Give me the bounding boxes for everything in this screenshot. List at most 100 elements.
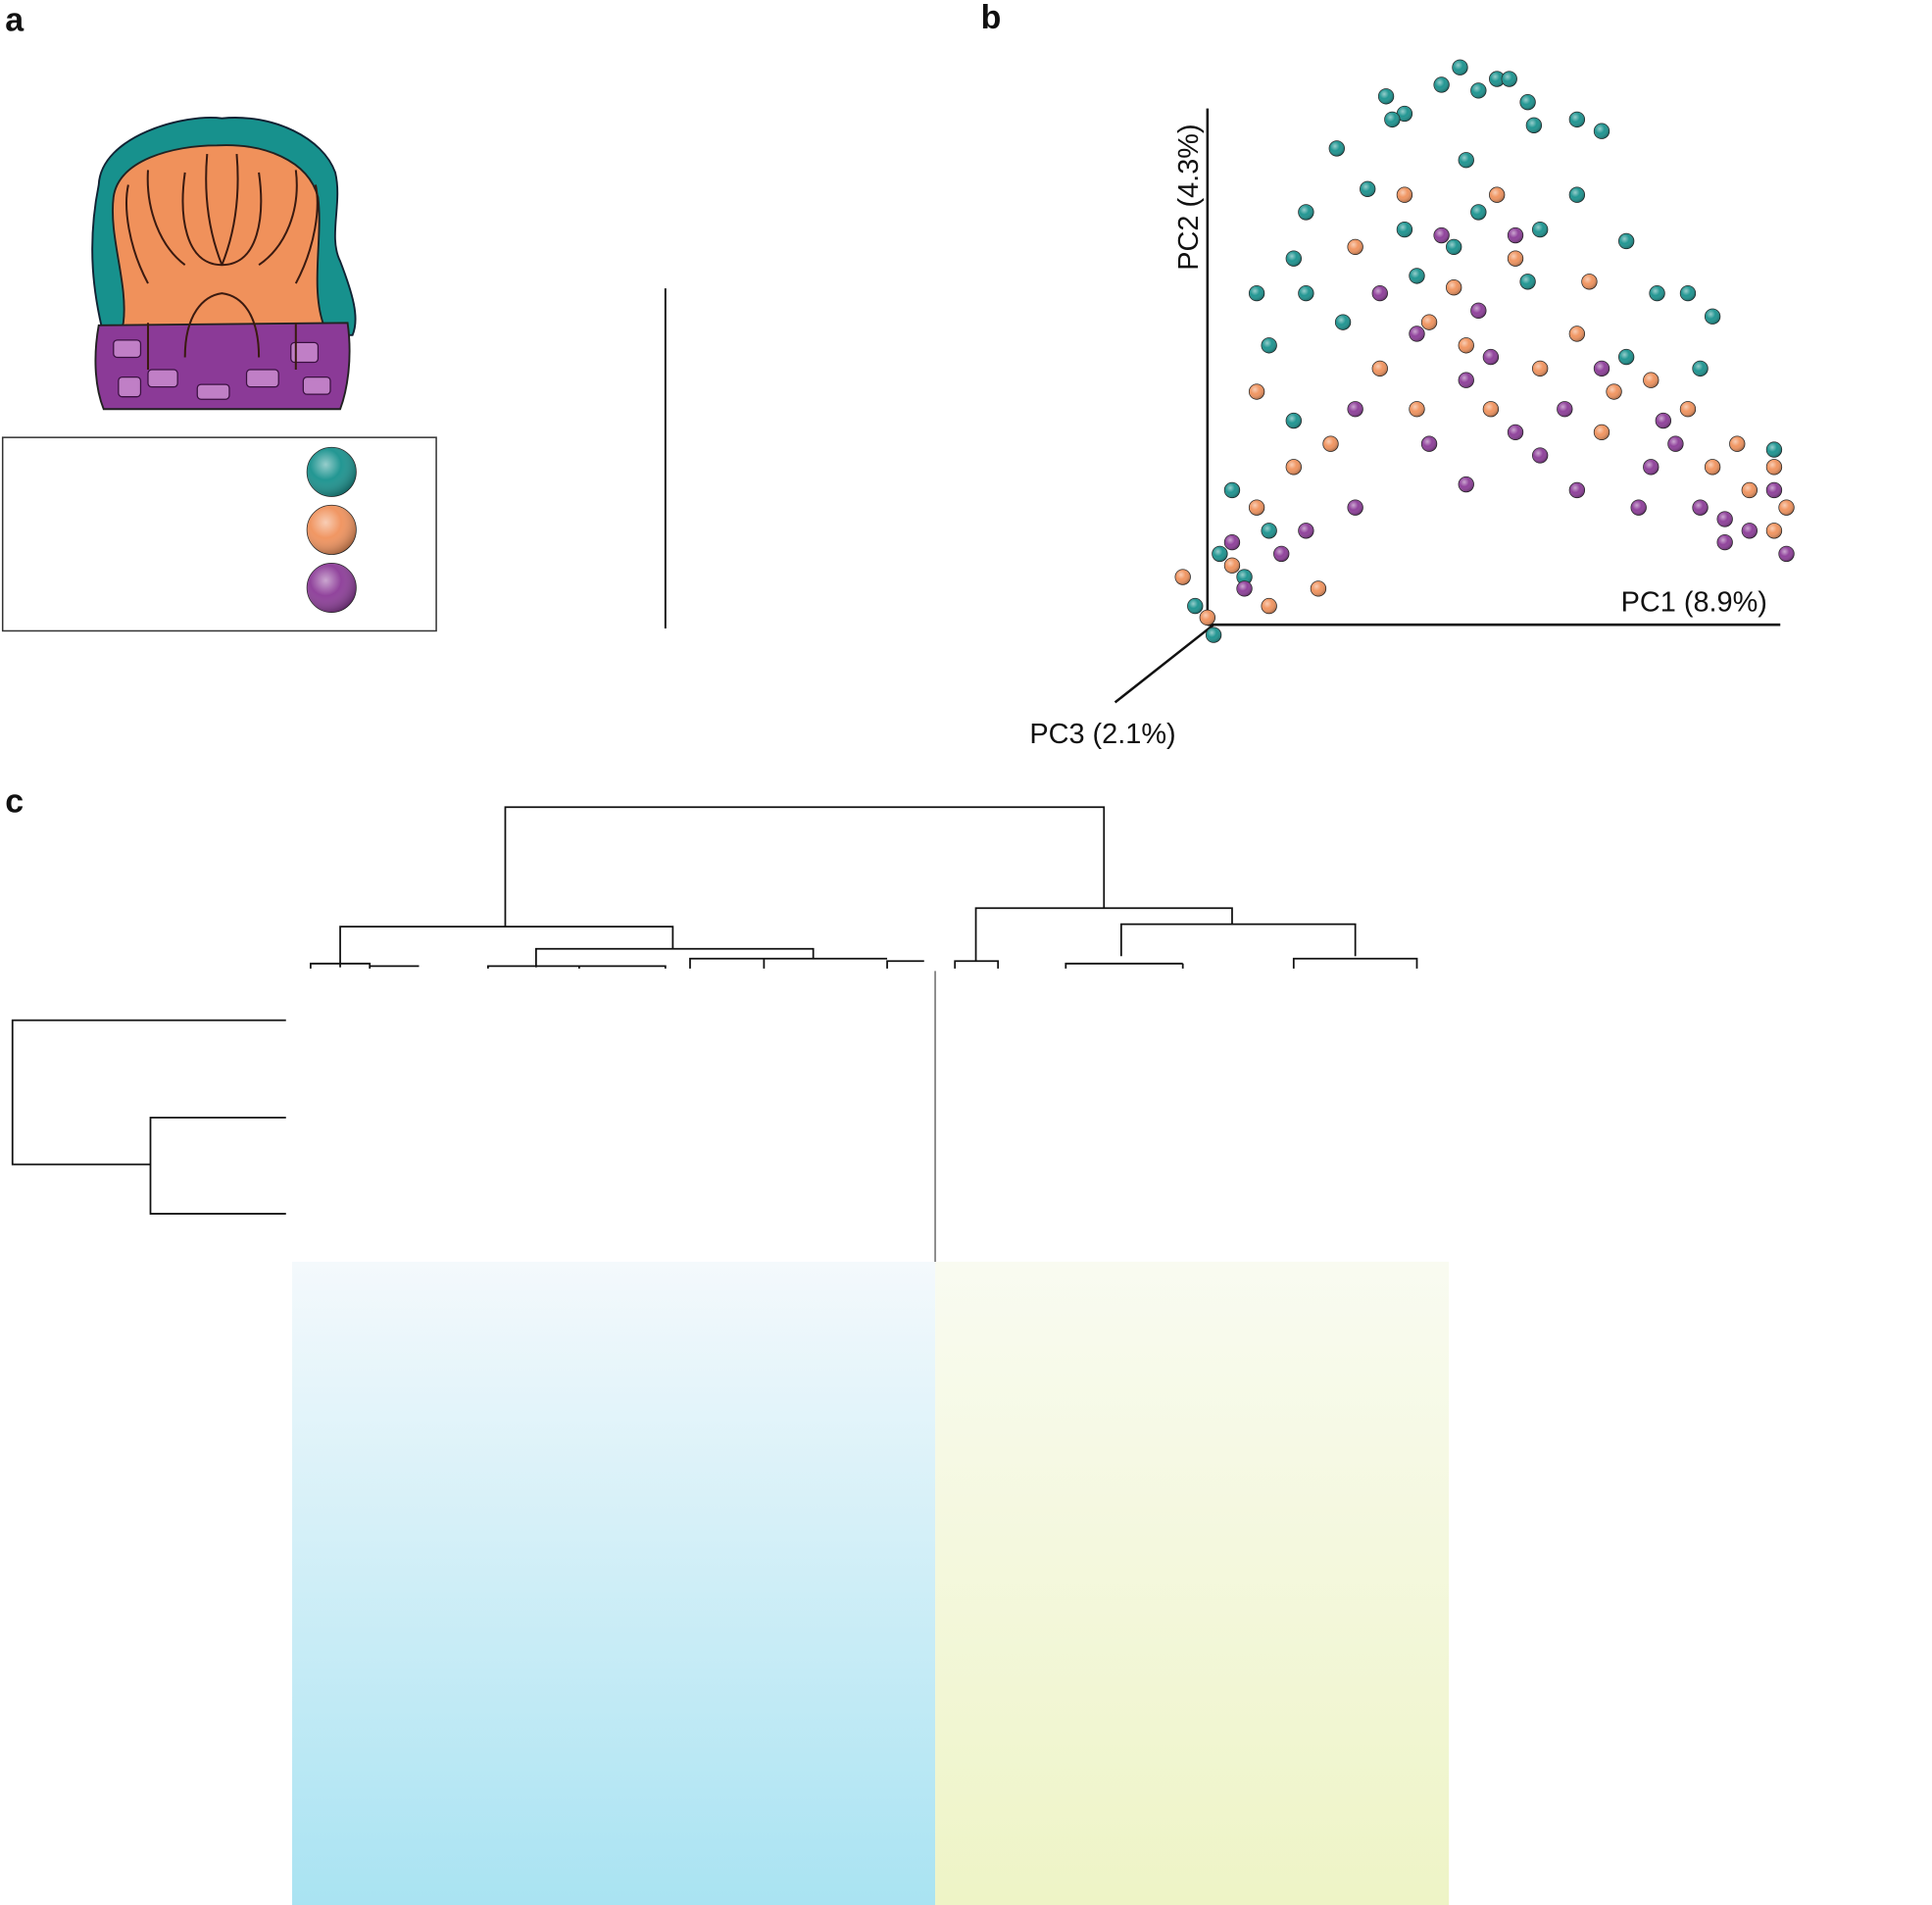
point xyxy=(1729,435,1746,452)
point xyxy=(1409,326,1425,342)
point xyxy=(1593,123,1610,139)
point xyxy=(1531,360,1549,377)
panel-label: a xyxy=(5,2,25,39)
point xyxy=(1223,481,1241,499)
point xyxy=(1377,88,1395,105)
point xyxy=(1261,523,1277,539)
point xyxy=(1692,360,1709,377)
point xyxy=(1360,180,1376,197)
point xyxy=(1617,232,1635,250)
coral-illustration xyxy=(91,117,357,411)
point xyxy=(1458,337,1474,354)
point xyxy=(1679,401,1697,418)
point xyxy=(1765,441,1783,458)
point xyxy=(1248,383,1265,400)
legend-box xyxy=(1,436,437,632)
dendrogram-top xyxy=(310,806,1418,969)
point xyxy=(1741,523,1758,539)
point xyxy=(1384,111,1401,128)
point xyxy=(1581,274,1598,290)
point xyxy=(1273,545,1290,563)
point xyxy=(1568,481,1586,499)
y-axis-label: PC2 (4.3%) xyxy=(1173,124,1205,270)
point xyxy=(1347,401,1363,418)
point xyxy=(1489,186,1506,203)
point xyxy=(1765,481,1783,499)
point xyxy=(1446,238,1462,256)
point xyxy=(1409,401,1425,418)
point xyxy=(1692,499,1709,516)
point xyxy=(1519,94,1536,111)
scatter-3d: PC1 (8.9%) PC2 (4.3%) PC3 (2.1%) xyxy=(1029,59,1795,750)
x-axis-label: PC1 (8.9%) xyxy=(1621,586,1767,618)
point xyxy=(1420,435,1438,452)
point xyxy=(1261,337,1277,354)
group-background xyxy=(292,1261,936,1905)
point xyxy=(1643,372,1660,388)
legend-sphere xyxy=(306,446,357,497)
point xyxy=(1568,186,1586,203)
point xyxy=(1679,284,1697,302)
point xyxy=(1617,348,1635,366)
point xyxy=(1630,499,1647,516)
point xyxy=(1285,459,1302,476)
point xyxy=(1396,186,1413,203)
point xyxy=(1223,557,1241,574)
point xyxy=(1741,481,1758,499)
point xyxy=(1716,511,1733,527)
point xyxy=(1778,499,1795,516)
point xyxy=(1322,435,1339,452)
point xyxy=(1704,308,1721,325)
point xyxy=(1334,314,1352,330)
point xyxy=(1507,250,1524,267)
point xyxy=(1433,76,1450,93)
point xyxy=(1236,580,1253,597)
point xyxy=(1568,111,1586,128)
point xyxy=(1458,152,1474,169)
point xyxy=(1765,459,1783,476)
point xyxy=(1525,117,1543,133)
point xyxy=(1458,476,1474,493)
point xyxy=(1396,221,1413,238)
point xyxy=(1199,609,1216,627)
point xyxy=(1470,204,1487,221)
point xyxy=(1643,459,1660,476)
point xyxy=(1433,226,1450,244)
point xyxy=(1248,284,1265,302)
point xyxy=(1778,545,1795,563)
point xyxy=(1649,284,1665,302)
point xyxy=(1347,499,1363,516)
legend xyxy=(306,446,357,614)
point xyxy=(1298,204,1314,221)
point xyxy=(1174,569,1191,585)
point xyxy=(1187,597,1204,615)
point xyxy=(1223,533,1241,551)
point xyxy=(1452,59,1468,75)
legend-sphere xyxy=(306,562,357,614)
point xyxy=(1371,284,1388,302)
point xyxy=(1261,597,1277,615)
point xyxy=(1667,435,1684,452)
z-axis-label: PC3 (2.1%) xyxy=(1029,719,1175,750)
point xyxy=(1593,360,1610,377)
point xyxy=(1655,412,1672,429)
point xyxy=(1328,140,1345,157)
legend-sphere xyxy=(306,504,357,555)
point xyxy=(1507,226,1524,244)
point xyxy=(1531,447,1549,464)
point xyxy=(1482,348,1500,366)
point xyxy=(1212,545,1228,563)
point xyxy=(1420,314,1438,330)
pc3-axis xyxy=(1114,624,1214,704)
point xyxy=(1568,326,1586,342)
point xyxy=(1371,360,1388,377)
point xyxy=(1458,372,1474,388)
point xyxy=(1704,459,1721,476)
point xyxy=(1298,523,1314,539)
point xyxy=(1285,412,1302,429)
point xyxy=(1765,523,1783,539)
point xyxy=(1205,627,1222,643)
panel-label: b xyxy=(981,0,1002,36)
point xyxy=(1298,284,1314,302)
